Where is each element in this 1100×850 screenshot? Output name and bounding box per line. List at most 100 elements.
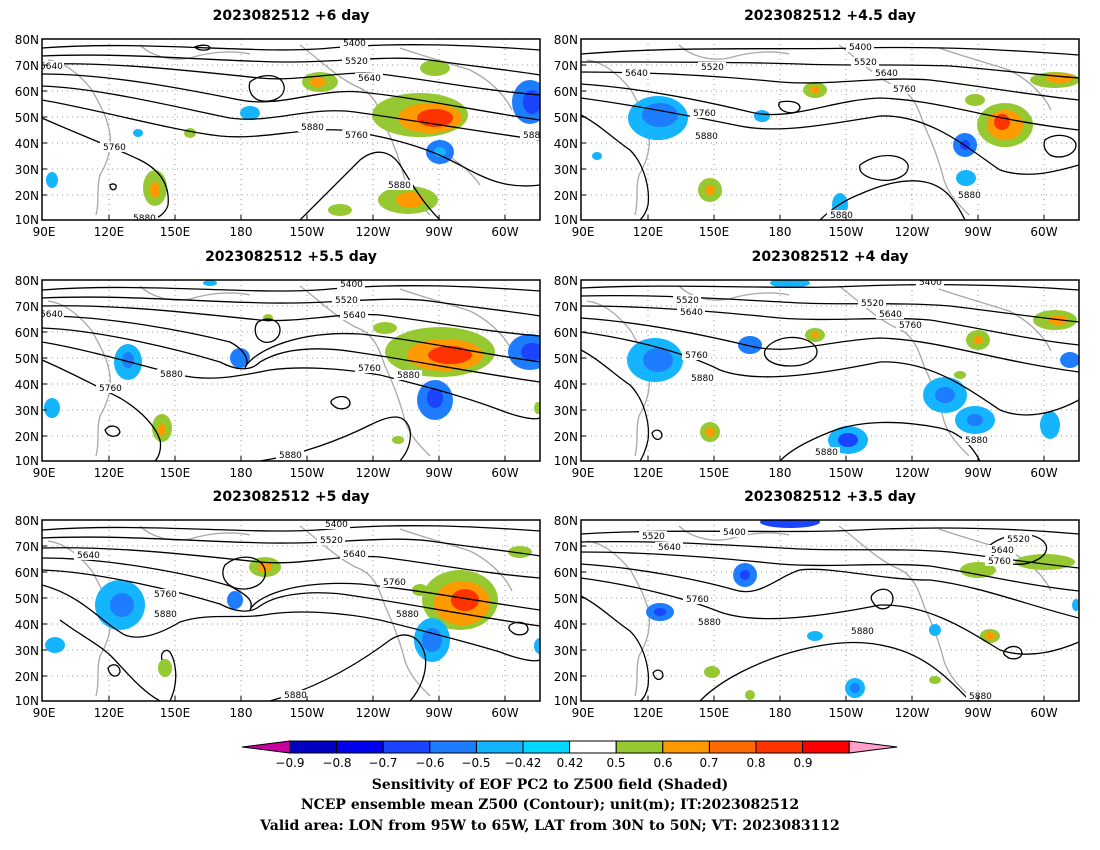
contour-label: 5880 bbox=[830, 211, 853, 221]
y-tick: 50N bbox=[554, 111, 578, 125]
tick-marks bbox=[581, 305, 1045, 461]
contour-label: 5880 bbox=[523, 131, 546, 141]
map-panel-3.5day: 2023082512 +3.5 day bbox=[554, 489, 1080, 720]
contour-label: 5760 bbox=[893, 85, 916, 95]
x-tick: 150W bbox=[829, 466, 864, 480]
contour-label: 5880 bbox=[388, 181, 411, 191]
panel-title: 2023082512 +5 day bbox=[213, 489, 370, 505]
x-tick: 150E bbox=[160, 466, 191, 480]
y-tick: 30N bbox=[15, 163, 39, 177]
y-axis-labels: 80N 70N 60N 50N 40N 30N 20N 10N bbox=[15, 33, 39, 227]
y-tick: 40N bbox=[554, 137, 578, 151]
contour-label: 5640 bbox=[358, 74, 381, 84]
y-tick: 70N bbox=[15, 300, 39, 314]
y-tick: 70N bbox=[15, 540, 39, 554]
contour-label: 5760 bbox=[383, 578, 406, 588]
x-tick: 120E bbox=[94, 466, 125, 480]
y-tick: 80N bbox=[15, 33, 39, 47]
y-axis-labels: 80N 70N 60N 50N 40N 30N 20N 10N bbox=[15, 514, 39, 708]
contour-label: 5760 bbox=[154, 590, 177, 600]
y-tick: 20N bbox=[15, 189, 39, 203]
contour-label: 5880 bbox=[279, 451, 302, 461]
y-tick: 50N bbox=[15, 111, 39, 125]
colorbar-label: −0.6 bbox=[415, 756, 444, 770]
y-tick: 30N bbox=[554, 644, 578, 658]
contour-labels: 5400 5520 5640 5760 5880 5760 5880 5880 … bbox=[673, 278, 990, 458]
x-tick: 120W bbox=[356, 706, 391, 720]
x-tick: 90W bbox=[964, 706, 991, 720]
x-tick: 60W bbox=[1030, 706, 1057, 720]
x-tick: 180 bbox=[769, 466, 792, 480]
y-axis-labels: 80N 70N 60N 50N 40N 30N 20N 10N bbox=[554, 274, 578, 468]
contour-label: 5520 bbox=[320, 536, 343, 546]
colorbar-swatch bbox=[802, 740, 850, 754]
y-tick: 70N bbox=[15, 59, 39, 73]
colorbar-swatch bbox=[615, 740, 664, 754]
contour-label: 5520 bbox=[642, 532, 665, 542]
tick-marks bbox=[42, 38, 506, 220]
contour-label: 5880 bbox=[691, 374, 714, 384]
contour-label: 5400 bbox=[849, 43, 872, 53]
contour-label: 5640 bbox=[879, 310, 902, 320]
contour-label: 5760 bbox=[345, 131, 368, 141]
contour-label: 5880 bbox=[154, 610, 177, 620]
contour-label: 5760 bbox=[99, 384, 122, 394]
contour-label: 5880 bbox=[284, 691, 307, 701]
contour-label: 5880 bbox=[969, 692, 992, 702]
x-tick: 60W bbox=[491, 225, 518, 239]
y-tick: 50N bbox=[15, 352, 39, 366]
y-tick: 40N bbox=[15, 618, 39, 632]
tick-marks bbox=[42, 305, 506, 461]
y-tick: 50N bbox=[15, 592, 39, 606]
colorbar-swatch bbox=[522, 740, 571, 754]
contour-label: 5760 bbox=[693, 109, 716, 119]
contour-label: 5520 bbox=[1007, 535, 1030, 545]
x-tick: 150W bbox=[290, 466, 325, 480]
contour-label: 5880 bbox=[695, 132, 718, 142]
colorbar-swatches bbox=[241, 740, 898, 754]
colorbar-swatch bbox=[569, 740, 617, 754]
contour-label: 5880 bbox=[301, 123, 324, 133]
contour-label: 5640 bbox=[40, 310, 63, 320]
contour-label: 5520 bbox=[701, 63, 724, 73]
x-tick: 60W bbox=[1030, 225, 1057, 239]
y-tick: 10N bbox=[15, 213, 39, 227]
y-tick: 20N bbox=[554, 670, 578, 684]
colorbar-labels: −0.9 −0.8 −0.7 −0.6 −0.5 −0.42 0.42 0.5 … bbox=[275, 756, 812, 770]
y-tick: 60N bbox=[15, 566, 39, 580]
map-panel-4day: 2023082512 +4 day bbox=[554, 249, 1080, 480]
tick-marks bbox=[42, 545, 506, 701]
contour-label: 5760 bbox=[358, 364, 381, 374]
y-tick: 60N bbox=[15, 85, 39, 99]
x-tick: 180 bbox=[769, 706, 792, 720]
x-tick: 60W bbox=[1030, 466, 1057, 480]
caption-line-2: NCEP ensemble mean Z500 (Contour); unit(… bbox=[301, 797, 799, 813]
y-tick: 20N bbox=[554, 189, 578, 203]
x-tick: 90W bbox=[425, 706, 452, 720]
colorbar-arrow-left bbox=[241, 740, 291, 754]
y-axis-labels: 80N 70N 60N 50N 40N 30N 20N 10N bbox=[554, 33, 578, 227]
contour-label: 5880 bbox=[965, 436, 988, 446]
x-tick: 150E bbox=[160, 225, 191, 239]
x-tick: 150E bbox=[699, 225, 730, 239]
x-tick: 90E bbox=[33, 706, 56, 720]
y-tick: 10N bbox=[554, 694, 578, 708]
colorbar-label: −0.42 bbox=[505, 756, 542, 770]
contour-label: 5640 bbox=[343, 311, 366, 321]
x-tick: 90E bbox=[33, 466, 56, 480]
figure-caption: Sensitivity of EOF PC2 to Z500 field (Sh… bbox=[259, 777, 840, 834]
contour-label: 5640 bbox=[680, 308, 703, 318]
y-tick: 10N bbox=[554, 454, 578, 468]
contour-label: 5520 bbox=[854, 58, 877, 68]
y-tick: 10N bbox=[554, 213, 578, 227]
colorbar-label: 0.9 bbox=[793, 756, 812, 770]
contour-label: 5400 bbox=[919, 278, 942, 288]
colorbar-swatch bbox=[475, 740, 524, 754]
contour-label: 5880 bbox=[397, 371, 420, 381]
x-tick: 120E bbox=[94, 706, 125, 720]
z500-contours bbox=[581, 283, 1079, 461]
y-tick: 20N bbox=[15, 430, 39, 444]
contour-label: 5640 bbox=[991, 546, 1014, 556]
colorbar-label: 0.5 bbox=[606, 756, 625, 770]
contour-labels: 5400 5520 5640 5760 5880 5760 5880 5880 … bbox=[639, 527, 1032, 702]
